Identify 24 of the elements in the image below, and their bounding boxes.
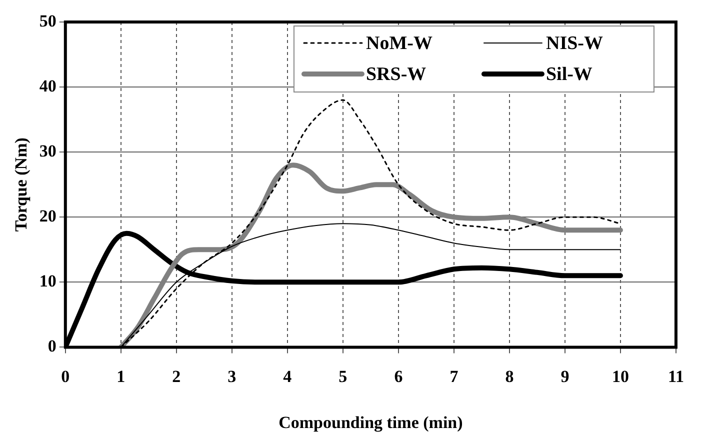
x-tick-label: 5 (338, 366, 348, 386)
x-tick-label: 0 (61, 366, 70, 386)
x-tick-label: 1 (116, 366, 126, 386)
y-tick-label: 10 (39, 272, 56, 291)
x-tick-label: 2 (172, 366, 181, 386)
x-tick-label: 7 (450, 366, 459, 386)
y-tick-label: 40 (39, 76, 56, 96)
y-tick-label: 20 (39, 206, 56, 226)
y-tick-label: 0 (48, 336, 56, 356)
y-tick-label: 30 (39, 141, 56, 160)
legend-label: NoM-W (366, 32, 432, 54)
x-tick-label: 8 (505, 366, 514, 386)
y-axis-title: Torque (Nm) (12, 138, 31, 232)
x-axis-title: Compounding time (min) (278, 413, 463, 432)
y-tick-label: 50 (39, 11, 56, 30)
x-tick-label: 4 (283, 366, 292, 386)
x-tick-label: 10 (612, 366, 629, 386)
x-tick-label: 6 (394, 366, 403, 386)
x-tick-label: 3 (228, 366, 236, 386)
legend-label: SRS-W (366, 64, 426, 85)
x-tick-label: 11 (668, 366, 684, 386)
legend-label: Sil-W (546, 64, 592, 85)
x-tick-label: 9 (560, 366, 570, 386)
legend-label: NIS-W (546, 32, 603, 54)
